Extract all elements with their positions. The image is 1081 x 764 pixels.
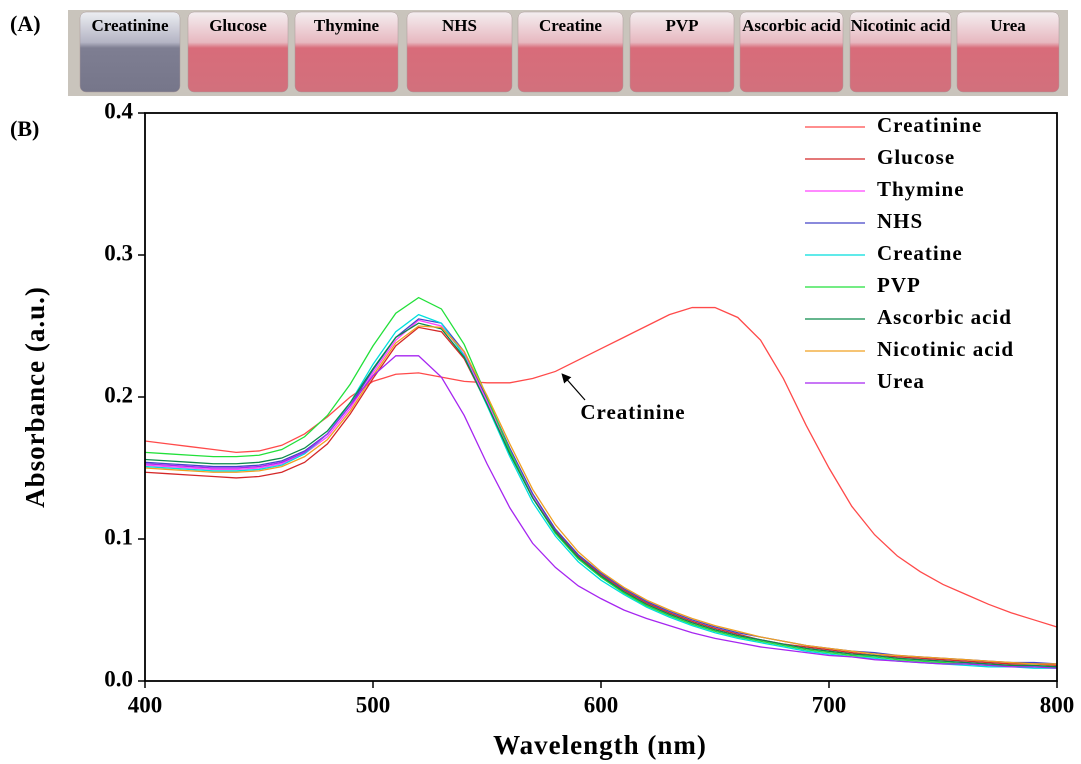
series-line xyxy=(144,322,1058,668)
vial xyxy=(849,11,952,93)
legend-label: Urea xyxy=(877,369,925,393)
plot-frame xyxy=(144,112,1058,682)
vial xyxy=(294,11,399,93)
vial-label: Urea xyxy=(990,16,1026,35)
vial xyxy=(629,11,735,93)
vial-label: Thymine xyxy=(314,16,380,35)
vial-label: Glucose xyxy=(209,16,267,35)
legend-label: NHS xyxy=(877,209,923,233)
legend-label: Thymine xyxy=(877,177,965,201)
y-axis-title: Absorbance (a.u.) xyxy=(20,286,50,508)
vial xyxy=(739,11,844,93)
series-line xyxy=(144,326,1058,667)
vial-label: Creatinine xyxy=(91,16,169,35)
panel-label: (B) xyxy=(10,116,39,141)
y-tick-label: 0.3 xyxy=(104,240,133,265)
x-axis-title: Wavelength (nm) xyxy=(493,730,707,760)
x-tick-label: 400 xyxy=(128,692,163,717)
x-tick-label: 600 xyxy=(584,692,619,717)
annotation: Creatinine xyxy=(580,400,685,424)
panel-label: (A) xyxy=(10,11,41,36)
y-tick-label: 0.2 xyxy=(104,382,133,407)
series-line xyxy=(144,355,1058,669)
series-line xyxy=(144,296,1057,668)
series-line xyxy=(144,325,1057,665)
vial-label: NHS xyxy=(442,16,477,35)
annotation-arrow xyxy=(561,373,586,401)
legend-label: Ascorbic acid xyxy=(877,305,1012,329)
series-line xyxy=(144,313,1057,669)
legend-label: PVP xyxy=(877,273,921,297)
vial-label: PVP xyxy=(665,16,698,35)
vial-label: Nicotinic acid xyxy=(851,16,951,35)
vial xyxy=(187,11,289,93)
vial-label: Creatine xyxy=(539,16,602,35)
vial xyxy=(79,11,181,93)
legend-label: Glucose xyxy=(877,145,955,169)
vial-label: Ascorbic acid xyxy=(742,16,841,35)
x-tick-label: 700 xyxy=(812,692,847,717)
vial xyxy=(517,11,624,93)
y-tick-label: 0.0 xyxy=(104,666,133,691)
y-tick-label: 0.1 xyxy=(104,524,133,549)
legend-label: Creatine xyxy=(877,241,963,265)
x-tick-label: 800 xyxy=(1040,692,1075,717)
legend-label: Nicotinic acid xyxy=(877,337,1014,361)
y-tick-label: 0.4 xyxy=(104,98,133,123)
vial xyxy=(956,11,1060,93)
x-tick-label: 500 xyxy=(356,692,391,717)
legend-label: Creatinine xyxy=(877,113,982,137)
vial xyxy=(406,11,513,93)
series-line xyxy=(144,306,1058,628)
